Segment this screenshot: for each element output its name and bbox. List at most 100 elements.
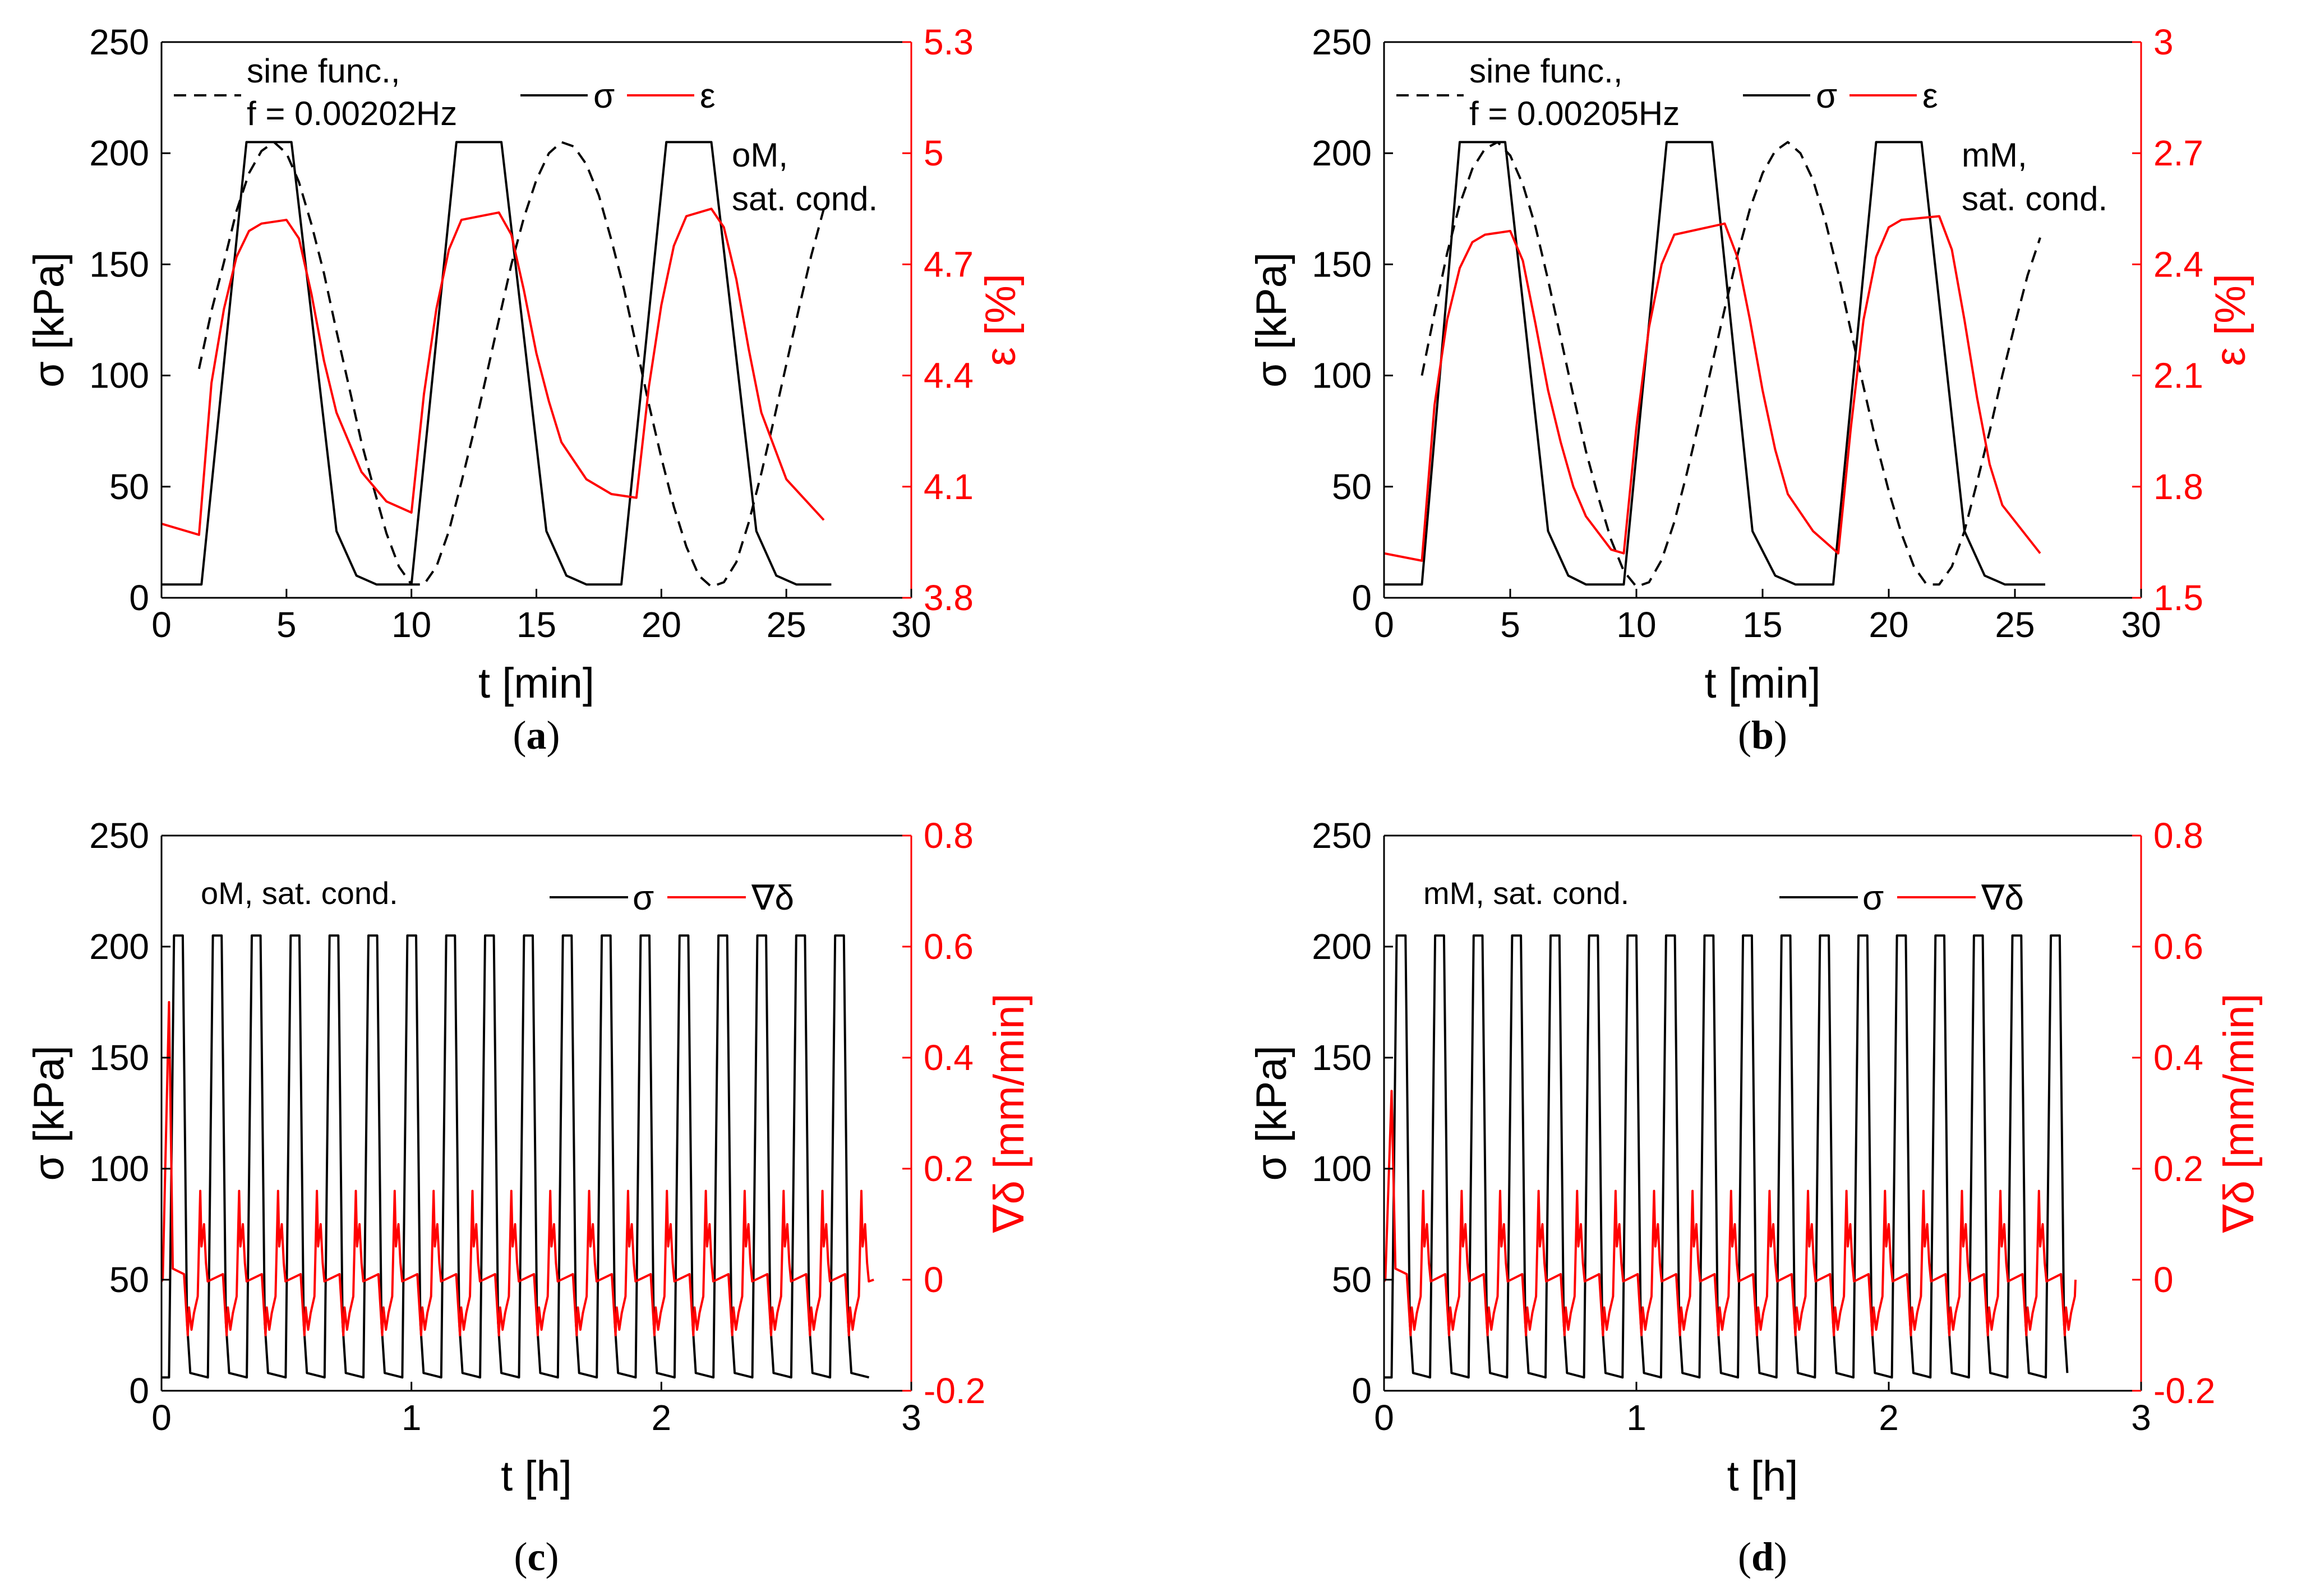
annotation-text: mM, <box>1962 136 2027 174</box>
y2-axis-label: ε [%] <box>977 274 1025 366</box>
x-tick-label: 25 <box>767 605 806 645</box>
x-tick-label: 20 <box>1869 605 1908 645</box>
y2-tick-label: 1.8 <box>2153 467 2203 507</box>
chart-panel-b: 0 5 10 15 20 25 30 0 50 100 150 200 250 1.5 1.8 2.1 2.4 2… <box>1248 22 2254 758</box>
y-tick-label: 250 <box>89 22 149 62</box>
y-tick-label: 200 <box>89 133 149 173</box>
legend-label: σ <box>593 77 615 116</box>
y2-tick-label: 0.6 <box>2153 926 2203 967</box>
y-tick-label: 250 <box>1312 815 1372 856</box>
x-tick-label: 10 <box>1616 605 1656 645</box>
x-tick-label: 1 <box>1626 1397 1646 1438</box>
legend-label: ε <box>700 77 716 116</box>
legend-label: σ <box>1862 879 1884 917</box>
x-tick-label: 3 <box>901 1397 921 1438</box>
x-tick-label: 30 <box>2121 605 2161 645</box>
x-tick-label: 0 <box>1374 605 1394 645</box>
x-tick-label: 0 <box>1374 1397 1394 1438</box>
y2-tick-label: 0.2 <box>2153 1148 2203 1189</box>
legend-label: f = 0.00202Hz <box>247 95 457 132</box>
series-line-sine-func <box>197 141 825 588</box>
x-tick-label: 2 <box>652 1397 672 1438</box>
y-tick-label: 250 <box>1312 22 1372 62</box>
series-line-sigma <box>162 141 832 586</box>
y-tick-label: 50 <box>109 467 149 507</box>
x-axis-label: t [h] <box>501 1452 572 1500</box>
x-axis-label: t [h] <box>1727 1452 1798 1500</box>
y-tick-label: 0 <box>129 1371 149 1411</box>
panel-caption: (a) <box>513 713 560 758</box>
chart-panel-a: 0 5 10 15 20 25 30 0 50 100 150 200 250 3.8 4.1 4.4 4.7 5… <box>25 22 1025 758</box>
y-axis-label: σ [kPa] <box>25 252 73 388</box>
y-tick-label: 100 <box>89 356 149 396</box>
y2-tick-label: 4.1 <box>924 467 974 507</box>
y-tick-label: 100 <box>1312 356 1372 396</box>
y2-axis-label: ∇δ [mm/min] <box>2215 994 2263 1234</box>
series-line-right-axis <box>162 1001 874 1336</box>
x-tick-label: 10 <box>391 605 431 645</box>
y-tick-label: 150 <box>1312 244 1372 284</box>
y2-tick-label: 3 <box>2153 22 2174 62</box>
y-axis-label: σ [kPa] <box>1248 252 1295 388</box>
y2-tick-label: 0.4 <box>2153 1037 2203 1078</box>
y2-tick-label: 5.3 <box>924 22 974 62</box>
y2-tick-label: 3.8 <box>924 578 974 618</box>
y2-axis-label: ε [%] <box>2207 274 2254 366</box>
legend-label: ∇δ <box>751 879 794 917</box>
y2-tick-label: 0 <box>924 1260 944 1300</box>
x-tick-label: 0 <box>151 1397 172 1438</box>
annotation-text: sat. cond. <box>732 180 878 218</box>
y-tick-label: 100 <box>1312 1148 1372 1189</box>
x-tick-label: 3 <box>2131 1397 2151 1438</box>
y-tick-label: 50 <box>109 1260 149 1300</box>
y-tick-label: 50 <box>1332 467 1372 507</box>
panel-caption: (c) <box>514 1534 559 1579</box>
y2-tick-label: 0.8 <box>924 815 974 856</box>
y2-tick-label: 0.8 <box>2153 815 2203 856</box>
legend: sine func., f = 0.00202Hz σ ε <box>174 52 716 132</box>
annotation-text: oM, sat. cond. <box>201 875 398 911</box>
y-tick-label: 0 <box>1352 1371 1372 1411</box>
legend-label: ε <box>1922 77 1938 116</box>
y2-tick-label: 0.2 <box>924 1148 974 1189</box>
series-line-right-axis <box>162 207 825 536</box>
series-line-sigma <box>162 934 870 1379</box>
series-line-sine-func <box>1420 141 2041 588</box>
y-tick-label: 0 <box>129 578 149 618</box>
y2-tick-label: 0 <box>2153 1260 2174 1300</box>
x-tick-label: 15 <box>1742 605 1782 645</box>
legend: sine func., f = 0.00205Hz σ ε <box>1396 52 1938 132</box>
y-tick-label: 250 <box>89 815 149 856</box>
legend-label: σ <box>633 879 654 917</box>
y2-tick-label: 0.6 <box>924 926 974 967</box>
y2-axis-label: ∇δ [mm/min] <box>985 994 1033 1234</box>
annotation-text: mM, sat. cond. <box>1423 875 1629 911</box>
legend-label: sine func., <box>1469 52 1623 90</box>
y2-tick-label: 4.4 <box>924 356 974 396</box>
annotation-text: oM, <box>732 136 788 174</box>
y2-tick-label: 2.4 <box>2153 244 2203 284</box>
legend-label: ∇δ <box>1981 879 2024 917</box>
series-line-right-axis <box>1384 215 2041 562</box>
y-tick-label: 200 <box>89 926 149 967</box>
x-tick-label: 2 <box>1879 1397 1899 1438</box>
y-tick-label: 150 <box>89 244 149 284</box>
y2-tick-label: 5 <box>924 133 944 173</box>
chart-panel-c: 0 1 2 3 0 50 100 150 200 250 -0.2 0 0.2 0.4 0.6 0.8 t [h… <box>25 815 1033 1579</box>
y-axis-label: σ [kPa] <box>25 1045 73 1180</box>
panel-caption: (b) <box>1738 713 1787 758</box>
x-tick-label: 5 <box>1500 605 1520 645</box>
legend-label: σ <box>1816 77 1837 116</box>
x-axis-label: t [min] <box>1705 659 1821 707</box>
y2-tick-label: 1.5 <box>2153 578 2203 618</box>
y2-tick-label: -0.2 <box>924 1371 985 1411</box>
y2-tick-label: -0.2 <box>2153 1371 2215 1411</box>
x-tick-label: 15 <box>516 605 556 645</box>
x-tick-label: 0 <box>151 605 172 645</box>
y2-tick-label: 2.7 <box>2153 133 2203 173</box>
x-tick-label: 20 <box>642 605 681 645</box>
y-tick-label: 50 <box>1332 1260 1372 1300</box>
y-tick-label: 200 <box>1312 926 1372 967</box>
y-axis-label: σ [kPa] <box>1248 1045 1295 1180</box>
